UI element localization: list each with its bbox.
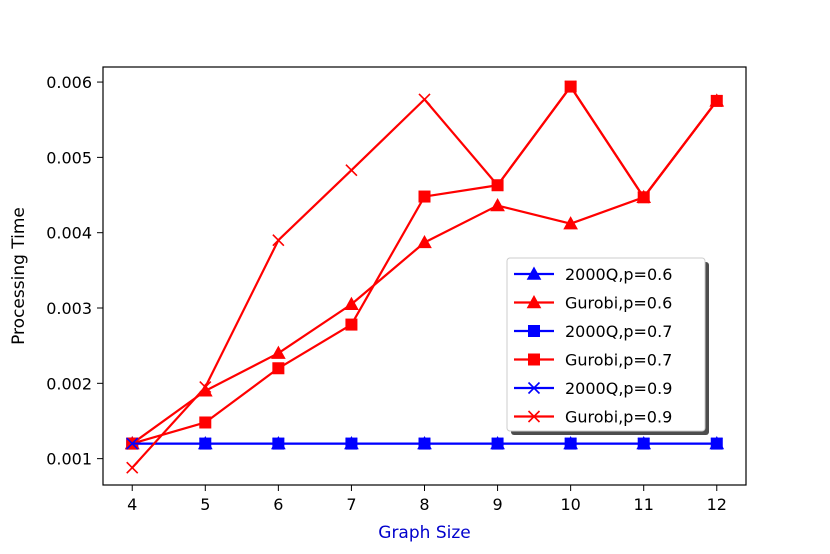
legend-entry: Gurobi,p=0.6 <box>514 294 672 313</box>
data-point <box>345 164 358 177</box>
y-tick-label: 0.002 <box>46 374 92 393</box>
data-point <box>418 93 431 106</box>
legend-entry: 2000Q,p=0.7 <box>514 322 672 341</box>
data-point <box>271 345 286 359</box>
legend-marker <box>528 353 540 366</box>
data-point <box>637 191 650 204</box>
series-5 <box>126 80 723 474</box>
data-point <box>564 80 577 93</box>
data-point <box>490 198 505 212</box>
x-axis-label: Graph Size <box>378 523 470 543</box>
data-point <box>564 437 577 450</box>
legend-marker <box>527 381 541 395</box>
legend-entry: 2000Q,p=0.9 <box>514 379 672 398</box>
data-point <box>637 437 650 450</box>
data-point <box>199 381 212 394</box>
data-point <box>491 179 504 192</box>
x-tick-label: 11 <box>634 495 654 514</box>
legend-entry: Gurobi,p=0.7 <box>514 351 672 370</box>
x-tick-label: 4 <box>127 495 137 514</box>
legend-box <box>506 257 706 432</box>
legend: 2000Q,p=0.6 Gurobi,p=0.6 2000Q,p=0.7 Gurobi… <box>506 257 709 435</box>
x-tick-label: 5 <box>200 495 210 514</box>
legend-marker <box>526 294 542 309</box>
data-point <box>344 296 359 310</box>
y-tick-label: 0.004 <box>46 224 92 243</box>
data-point <box>345 437 358 450</box>
legend-marker <box>527 410 541 423</box>
data-point <box>418 437 431 450</box>
x-tick-label: 12 <box>707 495 727 514</box>
x-tick-label: 9 <box>492 495 502 514</box>
legend-label: Gurobi,p=0.9 <box>565 408 672 427</box>
data-point <box>710 437 723 450</box>
y-tick-label: 0.005 <box>46 148 92 167</box>
data-point <box>199 416 212 429</box>
series-layer <box>124 80 725 474</box>
axes-layer: 4 5 6 7 8 9 10 11 12 0.001 0.002 0.003 0.004 0.005 0.0… <box>46 73 727 514</box>
data-point <box>710 94 723 107</box>
data-point <box>418 190 431 203</box>
legend-entry: Gurobi,p=0.9 <box>514 408 672 427</box>
data-point <box>126 437 139 450</box>
data-point <box>563 216 578 230</box>
data-point <box>491 437 504 450</box>
y-tick-label: 0.001 <box>46 450 92 469</box>
data-point <box>345 318 358 331</box>
legend-label: 2000Q,p=0.6 <box>565 265 672 284</box>
legend-label: 2000Q,p=0.7 <box>565 322 672 341</box>
series-4 <box>126 437 723 450</box>
legend-label: Gurobi,p=0.7 <box>565 351 672 370</box>
x-tick-label: 7 <box>346 495 356 514</box>
y-tick-label: 0.006 <box>46 73 92 92</box>
y-axis-label: Processing Time <box>9 207 29 345</box>
legend-marker <box>526 266 542 280</box>
data-point <box>272 437 285 450</box>
data-point <box>272 362 285 375</box>
legend-label: Gurobi,p=0.6 <box>565 294 672 313</box>
x-tick-label: 8 <box>419 495 429 514</box>
y-tick-label: 0.003 <box>46 299 92 318</box>
data-point <box>199 437 212 450</box>
legend-label: 2000Q,p=0.9 <box>565 379 672 398</box>
x-tick-label: 10 <box>560 495 580 514</box>
legend-marker <box>528 325 540 337</box>
x-tick-label: 6 <box>273 495 283 514</box>
data-point <box>417 234 432 249</box>
legend-entry: 2000Q,p=0.6 <box>514 265 672 284</box>
data-point <box>126 461 139 474</box>
data-point <box>272 234 285 247</box>
